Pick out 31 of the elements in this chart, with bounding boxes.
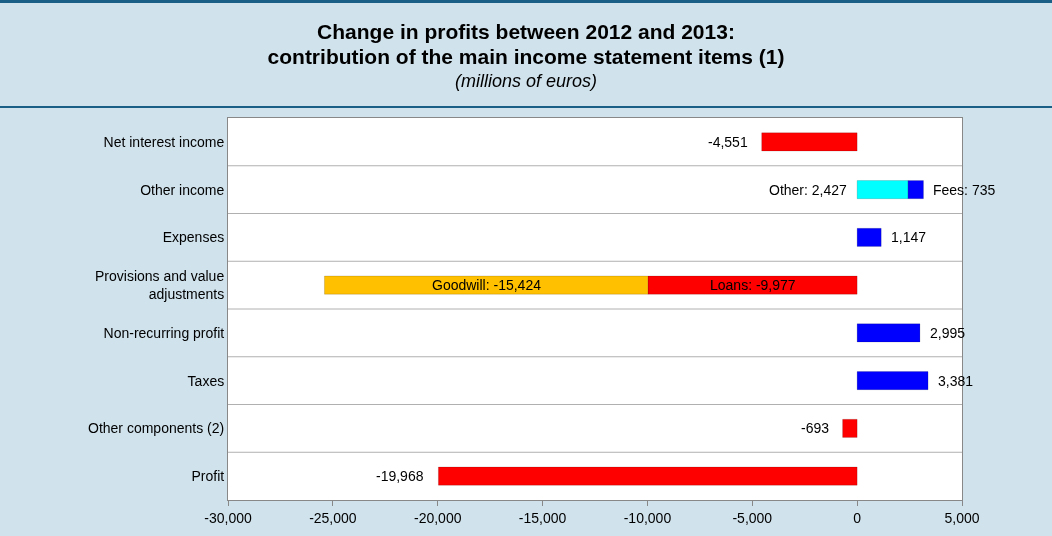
y-tick-label: Other components (2) — [88, 420, 225, 437]
x-tick-label: -15,000 — [518, 509, 567, 526]
bar — [761, 132, 858, 152]
data-label: -693 — [801, 420, 830, 436]
data-label: -19,968 — [376, 468, 424, 484]
x-tick-label: -30,000 — [204, 509, 252, 526]
x-tick-label: -10,000 — [623, 509, 672, 526]
y-tick-label: Net interest income — [103, 133, 225, 150]
x-tick-label: 5,000 — [944, 509, 980, 526]
y-tick-label: Profit — [191, 468, 225, 485]
data-label: 3,381 — [938, 373, 974, 389]
chart-subtitle: (millions of euros) — [453, 70, 598, 93]
y-tick-label: Other income — [140, 181, 225, 198]
x-tick-label: -5,000 — [732, 509, 773, 526]
data-label: -4,551 — [708, 134, 748, 150]
bar — [842, 419, 858, 438]
y-tick-label: Non-recurring profit — [103, 324, 225, 341]
y-tick-label: Taxes — [187, 372, 225, 389]
data-label: Loans: -9,977 — [710, 277, 796, 293]
chart-title: Change in profits between 2012 and 2013: contribution of the main income statement items (1) — [266, 19, 786, 69]
x-tick-label: -25,000 — [309, 509, 357, 526]
bar — [438, 466, 858, 486]
data-label: Fees: 735 — [933, 182, 996, 198]
data-label: 1,147 — [891, 229, 927, 245]
y-tick-label: Expenses — [162, 229, 225, 246]
y-tick-label: Provisions and value adjustments — [95, 267, 225, 303]
x-tick-label: 0 — [853, 509, 862, 526]
x-tick-label: -20,000 — [413, 509, 462, 526]
data-label: Other: 2,427 — [769, 182, 848, 198]
data-label: Goodwill: -15,424 — [432, 277, 542, 293]
data-label: 2,995 — [930, 325, 966, 341]
